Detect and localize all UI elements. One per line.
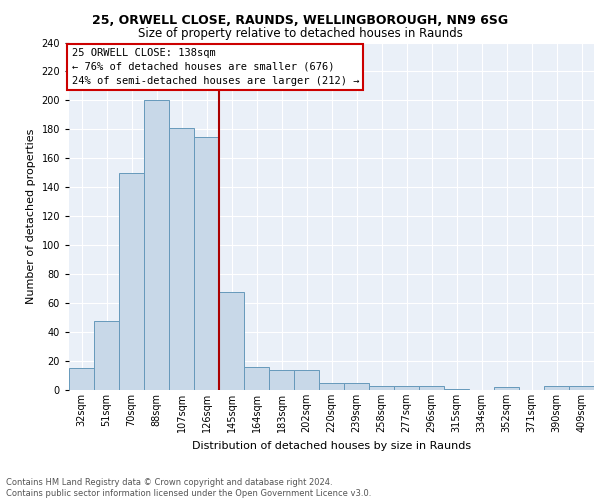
Y-axis label: Number of detached properties: Number of detached properties [26,128,36,304]
X-axis label: Distribution of detached houses by size in Raunds: Distribution of detached houses by size … [192,440,471,450]
Bar [294,370,319,390]
Bar [569,386,594,390]
Bar [119,173,144,390]
Bar [444,388,469,390]
Bar [219,292,244,390]
Bar [69,368,94,390]
Bar [144,100,169,390]
Bar [94,320,119,390]
Bar [544,386,569,390]
Bar [394,386,419,390]
Bar [419,386,444,390]
Text: Contains HM Land Registry data © Crown copyright and database right 2024.
Contai: Contains HM Land Registry data © Crown c… [6,478,371,498]
Bar [369,386,394,390]
Bar [319,383,344,390]
Bar [244,367,269,390]
Bar [194,136,219,390]
Bar [494,387,519,390]
Bar [269,370,294,390]
Text: Size of property relative to detached houses in Raunds: Size of property relative to detached ho… [137,28,463,40]
Text: 25 ORWELL CLOSE: 138sqm
← 76% of detached houses are smaller (676)
24% of semi-d: 25 ORWELL CLOSE: 138sqm ← 76% of detache… [71,48,359,86]
Text: 25, ORWELL CLOSE, RAUNDS, WELLINGBOROUGH, NN9 6SG: 25, ORWELL CLOSE, RAUNDS, WELLINGBOROUGH… [92,14,508,27]
Bar [344,383,369,390]
Bar [169,128,194,390]
